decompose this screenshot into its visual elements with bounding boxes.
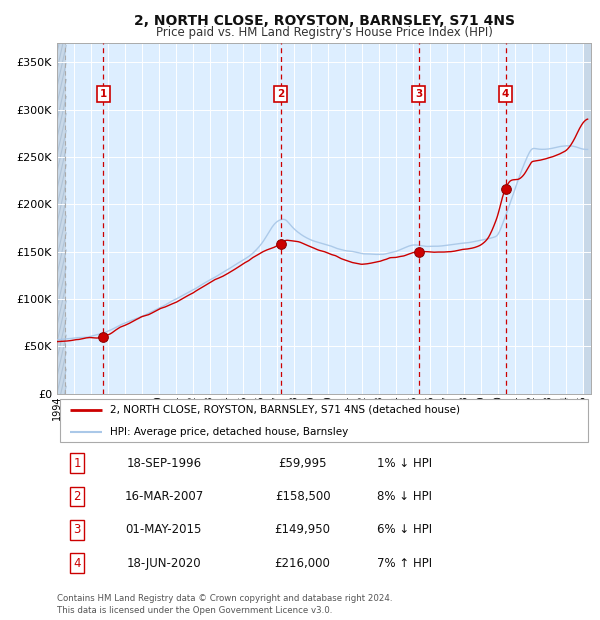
Text: £149,950: £149,950 [275,523,331,536]
Text: 4: 4 [502,89,509,99]
Text: 7% ↑ HPI: 7% ↑ HPI [377,557,433,570]
Text: 3: 3 [415,89,422,99]
Text: 1% ↓ HPI: 1% ↓ HPI [377,456,433,469]
Text: £216,000: £216,000 [275,557,331,570]
Text: 6% ↓ HPI: 6% ↓ HPI [377,523,433,536]
Text: 18-SEP-1996: 18-SEP-1996 [126,456,202,469]
Text: 1: 1 [100,89,107,99]
Bar [584,43,593,394]
Text: 2: 2 [277,89,284,99]
Text: 2, NORTH CLOSE, ROYSTON, BARNSLEY, S71 4NS: 2, NORTH CLOSE, ROYSTON, BARNSLEY, S71 4… [133,14,515,28]
Text: 2: 2 [74,490,81,503]
Text: 2, NORTH CLOSE, ROYSTON, BARNSLEY, S71 4NS (detached house): 2, NORTH CLOSE, ROYSTON, BARNSLEY, S71 4… [110,405,460,415]
FancyBboxPatch shape [59,399,589,442]
Text: 01-MAY-2015: 01-MAY-2015 [125,523,202,536]
Text: 1: 1 [74,456,81,469]
Text: 16-MAR-2007: 16-MAR-2007 [124,490,203,503]
Text: 4: 4 [74,557,81,570]
Bar [57,43,67,394]
Text: HPI: Average price, detached house, Barnsley: HPI: Average price, detached house, Barn… [110,427,349,436]
Text: 3: 3 [74,523,81,536]
Text: 18-JUN-2020: 18-JUN-2020 [127,557,201,570]
Text: £158,500: £158,500 [275,490,331,503]
Text: £59,995: £59,995 [278,456,327,469]
Text: 8% ↓ HPI: 8% ↓ HPI [377,490,433,503]
Text: Price paid vs. HM Land Registry's House Price Index (HPI): Price paid vs. HM Land Registry's House … [155,26,493,39]
Text: Contains HM Land Registry data © Crown copyright and database right 2024.
This d: Contains HM Land Registry data © Crown c… [57,594,392,615]
